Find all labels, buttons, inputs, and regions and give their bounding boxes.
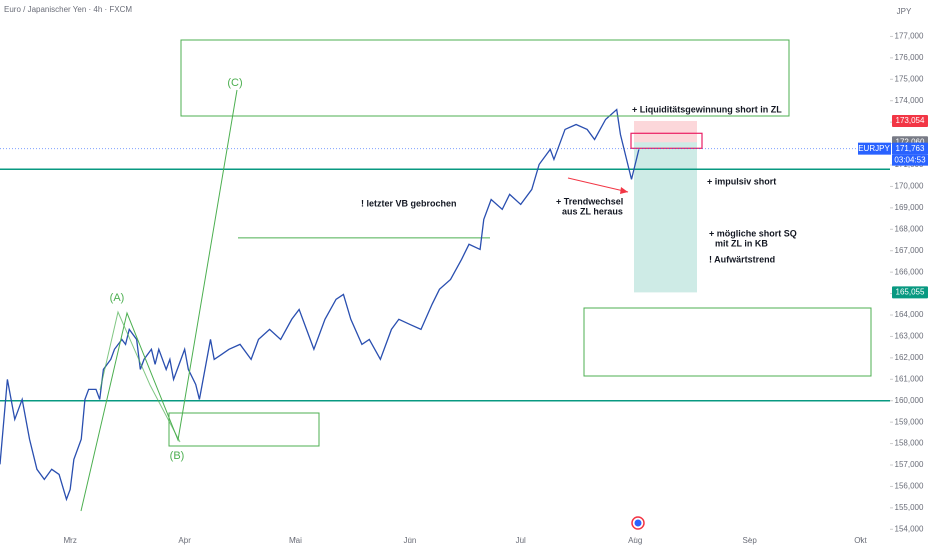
symbol-title: Euro / Japanischer Yen · 4h · FXCM	[4, 5, 132, 14]
price-tag-label: 165,055	[896, 288, 925, 297]
annotation: mit ZL in KB	[715, 238, 768, 248]
price-series	[0, 108, 640, 502]
countdown-label: 03:04:53	[894, 155, 926, 164]
y-tick-label: 176,000	[895, 53, 924, 62]
y-tick-label: 168,000	[895, 224, 924, 233]
arrow	[567, 177, 629, 193]
annotation: + impulsiv short	[707, 176, 776, 186]
y-tick-label: 163,000	[895, 332, 924, 341]
annotation: aus ZL heraus	[562, 206, 623, 216]
y-tick-label: 154,000	[895, 524, 924, 533]
y-tick-label: 159,000	[895, 417, 924, 426]
y-tick-label: 170,000	[895, 182, 924, 191]
wave-line	[99, 310, 181, 443]
x-tick-label: Okt	[854, 536, 867, 545]
annotation: (A)	[110, 292, 125, 304]
symbol-tag	[858, 142, 891, 155]
y-tick-label: 166,000	[895, 267, 924, 276]
price-tag-label: 171,763	[896, 144, 925, 153]
y-tick-label: 164,000	[895, 310, 924, 319]
y-tick-label: 161,000	[895, 374, 924, 383]
y-tick-label: 174,000	[895, 96, 924, 105]
price-tag-label: 173,054	[896, 116, 925, 125]
x-tick-label: Jun	[403, 536, 416, 545]
symbol-tag-label: EURJPY	[858, 144, 890, 153]
y-tick-label: 169,000	[895, 203, 924, 212]
annotation: + Liquiditätsgewinnung short in ZL	[632, 104, 782, 114]
y-tick-label: 177,000	[895, 32, 924, 41]
zone-box	[583, 307, 872, 377]
drawings	[80, 39, 872, 512]
price-tag	[892, 114, 928, 127]
x-tick-label: Jul	[516, 536, 526, 545]
annotation: ! Aufwärtstrend	[709, 254, 775, 264]
stop-zone	[634, 120, 697, 143]
zone-box	[180, 39, 790, 117]
y-tick-label: 156,000	[895, 482, 924, 491]
countdown-tag	[892, 154, 928, 166]
y-tick-label: 157,000	[895, 460, 924, 469]
wave-line	[80, 89, 238, 512]
y-tick-label: 155,000	[895, 503, 924, 512]
annotation: + Trendwechsel	[556, 196, 623, 206]
x-tick-label: Mai	[289, 536, 302, 545]
annotation: ! letzter VB gebrochen	[361, 198, 457, 208]
y-tick-label: 167,000	[895, 246, 924, 255]
y-tick-label: 160,000	[895, 396, 924, 405]
y-tick-label: 175,000	[895, 74, 924, 83]
event-icon-core	[634, 519, 642, 527]
zone-box	[168, 412, 320, 447]
annotation: (C)	[227, 77, 242, 89]
price-tag	[892, 142, 928, 155]
y-tick-label: 158,000	[895, 439, 924, 448]
price-tag	[892, 286, 928, 299]
x-tick-label: Aug	[628, 536, 642, 545]
target-zone	[634, 142, 697, 293]
currency: JPY	[897, 7, 912, 16]
price-tag-label: 172,060	[896, 137, 925, 146]
x-tick-label: Mrz	[64, 536, 77, 545]
x-tick-label: Sep	[743, 536, 758, 545]
annotation: + mögliche short SQ	[709, 228, 797, 238]
annotation: (B)	[170, 450, 185, 462]
x-tick-label: Apr	[178, 536, 191, 545]
arrow-head	[620, 187, 628, 194]
y-tick-label: 162,000	[895, 353, 924, 362]
